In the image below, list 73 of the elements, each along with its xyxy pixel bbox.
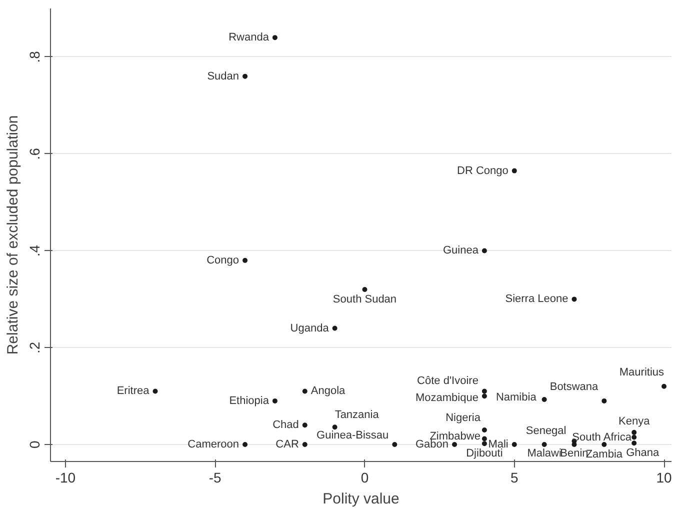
annotation: Malawi <box>527 448 562 460</box>
point <box>632 440 637 446</box>
point <box>152 388 158 394</box>
y-tick-label: .2 <box>26 342 42 354</box>
y-tick-label: .4 <box>26 244 42 257</box>
point <box>602 442 607 448</box>
annotation: Nigeria <box>446 412 482 424</box>
annotation: South Sudan <box>332 294 397 306</box>
annotation: Mozambique <box>415 392 478 404</box>
annotation: Senegal <box>526 425 566 438</box>
point <box>452 442 458 448</box>
annotation: Ghana <box>626 447 660 460</box>
annotation: Namibia <box>496 391 538 404</box>
annotation: Rwanda <box>228 32 270 44</box>
point <box>242 442 248 448</box>
annotation: Uganda <box>290 322 330 334</box>
point <box>392 442 398 448</box>
point <box>482 388 487 394</box>
point <box>632 430 637 435</box>
point <box>362 287 368 292</box>
annotation: Sierra Leone <box>505 293 568 306</box>
point <box>302 388 308 394</box>
point <box>242 74 248 79</box>
x-tick-label: 10 <box>656 470 672 486</box>
annotation: Guinea-Bissau <box>316 430 389 442</box>
point <box>332 326 338 331</box>
point <box>482 436 487 442</box>
point <box>302 442 308 448</box>
point <box>242 258 248 263</box>
annotation: South Africa <box>572 431 632 444</box>
point <box>572 296 577 302</box>
annotation: Kenya <box>618 415 651 428</box>
point <box>542 442 547 448</box>
x-tick-label: 5 <box>510 470 518 486</box>
point <box>572 442 577 448</box>
annotation: DR Congo <box>457 164 508 177</box>
annotation: Cameroon <box>188 438 240 451</box>
annotation: Guinea <box>442 244 480 257</box>
annotation: Côte d'Ivoire <box>417 375 478 388</box>
annotation: Sudan <box>207 70 240 82</box>
annotation: Chad <box>272 419 299 432</box>
point <box>632 434 637 440</box>
annotation: Botswana <box>550 380 600 393</box>
point <box>602 398 607 404</box>
x-axis-title: Polity value <box>322 490 400 508</box>
point <box>272 398 278 404</box>
point <box>332 424 338 430</box>
point <box>482 428 487 433</box>
x-tick-label: -5 <box>208 470 222 486</box>
annotation: Djibouti <box>466 448 503 460</box>
point <box>272 35 278 40</box>
point <box>482 248 487 254</box>
point <box>482 394 487 399</box>
annotation: Eritrea <box>116 385 150 398</box>
y-tick-label: 0 <box>26 440 42 448</box>
y-axis-title: Relative size of excluded population <box>4 115 22 355</box>
x-tick-label: 0 <box>360 470 369 486</box>
annotation: Congo <box>206 254 240 266</box>
point <box>662 384 667 389</box>
annotation: Tanzania <box>334 409 380 422</box>
point <box>302 422 308 428</box>
annotation: Mauritius <box>619 366 665 378</box>
y-tick-label: .6 <box>26 148 42 160</box>
point <box>482 441 487 446</box>
annotation: Zambia <box>586 448 624 461</box>
annotation: Ethiopia <box>229 394 270 407</box>
x-tick-label: -10 <box>55 470 76 486</box>
point <box>512 168 517 174</box>
point <box>512 442 517 448</box>
annotation: CAR <box>276 438 299 451</box>
y-tick-label: .8 <box>26 50 42 63</box>
point <box>542 396 547 402</box>
annotation: Angola <box>310 385 346 398</box>
